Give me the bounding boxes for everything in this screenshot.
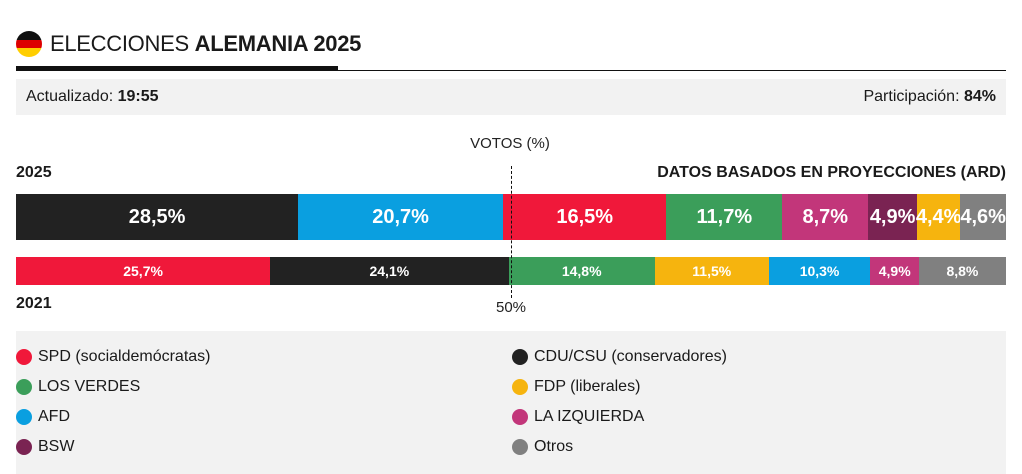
legend-item: LA IZQUIERDA: [512, 408, 644, 426]
page-header: ELECCIONES ALEMANIA 2025: [16, 28, 361, 60]
legend-item: LOS VERDES: [16, 378, 140, 396]
legend-item: AFD: [16, 408, 70, 426]
legend-swatch-icon: [512, 349, 528, 365]
chart-note: DATOS BASADOS EN PROYECCIONES (ARD): [657, 164, 1006, 181]
header-rule-accent: [16, 66, 338, 71]
turnout-value: 84%: [963, 88, 996, 105]
bar-segment-2025-bsw: 4,9%: [868, 194, 917, 240]
turnout-info: Participación: 84%: [863, 88, 996, 106]
bar-segment-2025-los-verdes: 11,7%: [666, 194, 783, 240]
legend-item: CDU/CSU (conservadores): [512, 348, 727, 366]
bar-segment-2025-spd: 16,5%: [503, 194, 667, 240]
legend-swatch-icon: [16, 349, 32, 365]
legend-item: FDP (liberales): [512, 378, 640, 396]
legend: SPD (socialdemócratas) CDU/CSU (conservad…: [16, 331, 1006, 474]
info-bar: Actualizado: 19:55 Participación: 84%: [16, 79, 1006, 115]
bar-segment-2021-los-verdes: 14,8%: [508, 257, 655, 285]
bar-row-2021: 25,7% 24,1% 14,8% 11,5% 10,3% 4,9% 8,8%: [16, 257, 1006, 285]
updated-label: Actualizado:: [26, 88, 118, 105]
title-bold: ALEMANIA 2025: [194, 31, 362, 56]
legend-swatch-icon: [512, 439, 528, 455]
updated-value: 19:55: [117, 88, 159, 105]
legend-label: LA IZQUIERDA: [534, 408, 645, 425]
bar-segment-2025-afd: 20,7%: [298, 194, 504, 240]
legend-swatch-icon: [16, 409, 32, 425]
legend-label: CDU/CSU (conservadores): [534, 348, 727, 365]
bar-segment-2025-fdp: 4,4%: [916, 194, 961, 240]
legend-item: BSW: [16, 438, 74, 456]
fifty-percent-label: 50%: [495, 299, 527, 316]
legend-swatch-icon: [512, 409, 528, 425]
bar-segment-2025-cdu-csu: 28,5%: [16, 194, 299, 240]
title-light: ELECCIONES: [50, 31, 195, 56]
legend-item: Otros: [512, 438, 573, 456]
bar-segment-2021-la-izquierda: 4,9%: [870, 257, 919, 285]
year-label-2021: 2021: [16, 295, 52, 312]
bar-segment-2025-otros: 4,6%: [960, 194, 1006, 240]
legend-label: LOS VERDES: [38, 378, 141, 395]
bar-segment-2021-fdp: 11,5%: [654, 257, 769, 285]
legend-swatch-icon: [512, 379, 528, 395]
legend-label: SPD (socialdemócratas): [38, 348, 211, 365]
bar-segment-2021-otros: 8,8%: [918, 257, 1006, 285]
chart-title: VOTOS (%): [470, 135, 550, 152]
turnout-label: Participación:: [863, 88, 964, 105]
legend-label: BSW: [38, 438, 75, 455]
germany-flag-icon: [16, 31, 42, 57]
legend-label: FDP (liberales): [534, 378, 641, 395]
header-rule: [16, 70, 1006, 71]
fifty-percent-line: [511, 166, 512, 298]
bar-segment-2025-la-izquierda: 8,7%: [782, 194, 869, 240]
bar-row-2025: 28,5% 20,7% 16,5% 11,7% 8,7% 4,9% 4,4% 4,6%: [16, 194, 1006, 240]
year-label-2025: 2025: [16, 164, 52, 181]
page-title: ELECCIONES ALEMANIA 2025: [50, 31, 361, 57]
legend-item: SPD (socialdemócratas): [16, 348, 211, 366]
legend-swatch-icon: [16, 379, 32, 395]
legend-label: Otros: [534, 438, 574, 455]
bar-segment-2021-afd: 10,3%: [768, 257, 871, 285]
bar-segment-2021-spd: 25,7%: [16, 257, 271, 285]
legend-swatch-icon: [16, 439, 32, 455]
updated-info: Actualizado: 19:55: [26, 88, 159, 106]
legend-label: AFD: [38, 408, 70, 425]
bar-segment-2021-cdu-csu: 24,1%: [270, 257, 509, 285]
